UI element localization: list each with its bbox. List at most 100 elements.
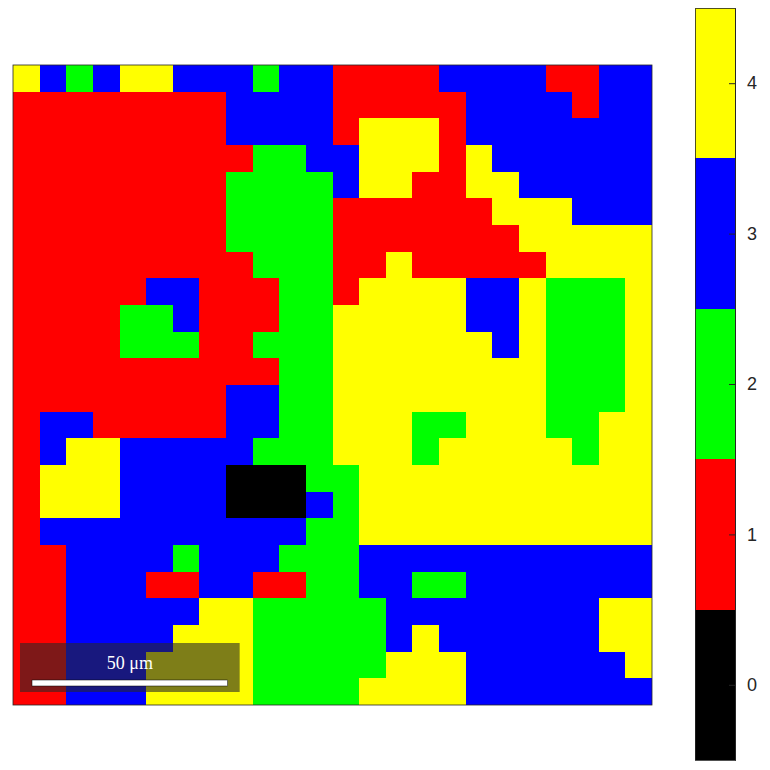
cell: [386, 652, 413, 679]
cell: [146, 465, 173, 492]
cell: [120, 118, 147, 145]
cell: [13, 225, 40, 252]
cell: [466, 385, 493, 412]
cell: [333, 412, 360, 439]
cell: [412, 598, 439, 625]
cell: [439, 198, 466, 225]
cell: [253, 252, 280, 279]
cell: [226, 572, 253, 599]
cell: [466, 518, 493, 545]
cell: [439, 625, 466, 652]
cell: [306, 625, 333, 652]
cell: [40, 572, 67, 599]
cell: [13, 518, 40, 545]
cell: [173, 492, 200, 519]
cell: [120, 385, 147, 412]
cell: [199, 198, 226, 225]
cell: [146, 198, 173, 225]
cell: [599, 625, 626, 652]
cell: [306, 438, 333, 465]
tick-label: 0: [747, 675, 757, 695]
cell: [625, 145, 652, 172]
cell: [120, 572, 147, 599]
cell: [572, 305, 599, 332]
cell: [66, 518, 93, 545]
cell: [546, 518, 573, 545]
cell: [599, 118, 626, 145]
scale-bar-box: [20, 643, 240, 692]
cell: [599, 438, 626, 465]
cell: [492, 465, 519, 492]
cell: [279, 625, 306, 652]
cell: [466, 305, 493, 332]
cell: [13, 145, 40, 172]
cell: [572, 465, 599, 492]
cell: [439, 652, 466, 679]
cell: [519, 492, 546, 519]
colorbar-axis: 01234: [729, 9, 757, 761]
cell: [546, 252, 573, 279]
cell: [625, 225, 652, 252]
cell: [333, 65, 360, 92]
cell: [546, 598, 573, 625]
cell: [412, 572, 439, 599]
cell: [519, 652, 546, 679]
cell: [253, 678, 280, 705]
cell: [253, 572, 280, 599]
cell: [466, 358, 493, 385]
cell: [199, 278, 226, 305]
cell: [120, 492, 147, 519]
cell: [253, 305, 280, 332]
cell: [359, 465, 386, 492]
cell: [226, 65, 253, 92]
cell: [466, 465, 493, 492]
cell: [599, 278, 626, 305]
cell: [333, 92, 360, 119]
cell: [572, 332, 599, 359]
cell: [40, 545, 67, 572]
cell: [333, 225, 360, 252]
cell: [146, 518, 173, 545]
cell: [599, 492, 626, 519]
colorbar-axis-line: [735, 9, 736, 761]
cell: [359, 678, 386, 705]
cell: [412, 465, 439, 492]
cell: [66, 572, 93, 599]
cell: [173, 572, 200, 599]
cell: [466, 172, 493, 199]
cell: [412, 172, 439, 199]
cell: [306, 412, 333, 439]
cell: [386, 438, 413, 465]
cell: [439, 145, 466, 172]
cell: [386, 332, 413, 359]
cell: [439, 678, 466, 705]
cell: [359, 492, 386, 519]
cell: [306, 518, 333, 545]
cell: [199, 572, 226, 599]
cell: [492, 225, 519, 252]
cell: [199, 305, 226, 332]
cell: [279, 305, 306, 332]
cell: [333, 198, 360, 225]
cell: [40, 65, 67, 92]
cell: [333, 598, 360, 625]
cell: [572, 278, 599, 305]
tick-mark: [729, 685, 735, 686]
cell: [386, 172, 413, 199]
cell: [40, 412, 67, 439]
cell: [93, 492, 120, 519]
cell: [625, 652, 652, 679]
cell: [359, 598, 386, 625]
cell: [199, 465, 226, 492]
cell: [333, 545, 360, 572]
cell: [572, 598, 599, 625]
cell: [173, 198, 200, 225]
tick: 0: [729, 675, 757, 695]
cell: [625, 252, 652, 279]
cell: [412, 92, 439, 119]
cell: [173, 518, 200, 545]
cell: [492, 92, 519, 119]
cell: [199, 598, 226, 625]
cell: [546, 572, 573, 599]
cell: [199, 65, 226, 92]
